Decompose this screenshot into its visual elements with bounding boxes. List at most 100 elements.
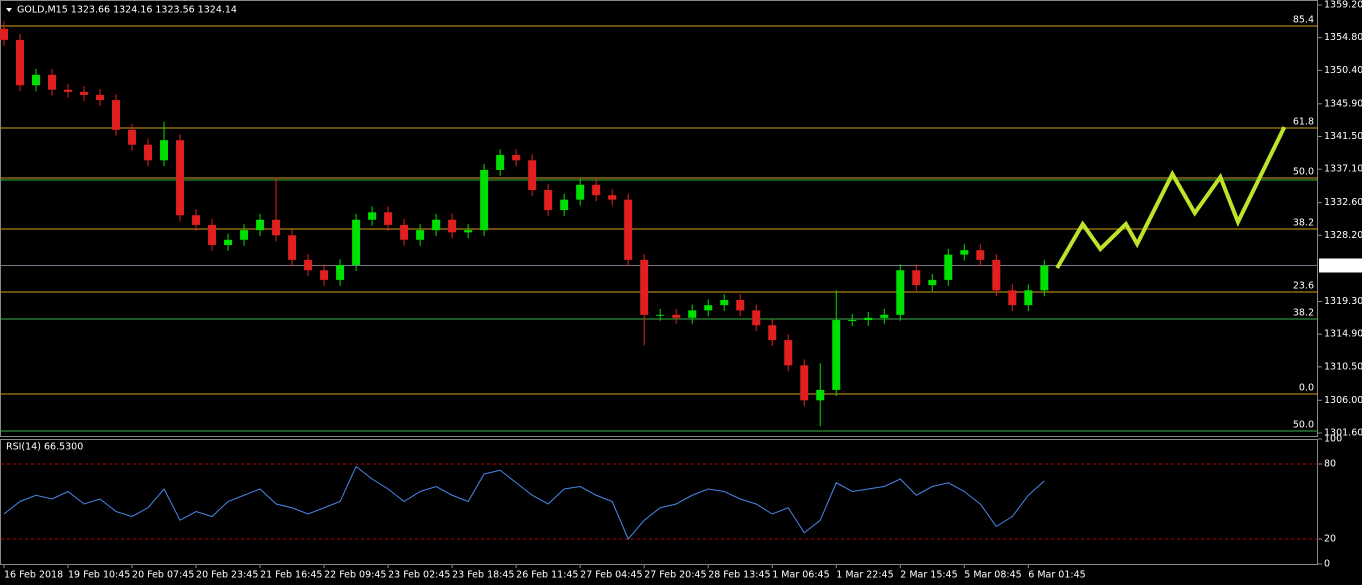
candle-body <box>992 259 1001 291</box>
candle-body <box>320 270 329 280</box>
candle-body <box>64 89 73 92</box>
x-tick-label: 26 Feb 11:45 <box>516 570 578 581</box>
candle-body <box>16 39 25 86</box>
projection-path <box>1055 126 1287 270</box>
fib-label: 0.0 <box>1299 383 1314 394</box>
candle-body <box>256 219 265 231</box>
x-tick-label: 23 Feb 02:45 <box>388 570 450 581</box>
rsi-title: RSI(14) 66.5300 <box>6 442 83 453</box>
candle-body <box>912 270 921 286</box>
candle-body <box>608 195 617 200</box>
candle-body <box>272 219 281 236</box>
y-tick-label: 1306.00 <box>1324 395 1362 406</box>
x-tick-label: 28 Feb 13:45 <box>708 570 770 581</box>
y-tick-label: 20 <box>1324 534 1336 545</box>
candle-body <box>640 259 649 315</box>
main-frame <box>0 0 1318 437</box>
x-tick-label: 2 Mar 15:45 <box>900 570 957 581</box>
candle-body <box>0 28 9 40</box>
candle-body <box>160 140 169 161</box>
candle-body <box>560 199 569 211</box>
x-tick-label: 19 Feb 10:45 <box>68 570 130 581</box>
y-tick-label: 1314.90 <box>1324 329 1362 340</box>
candle-body <box>592 184 601 196</box>
candle-body <box>208 224 217 245</box>
candle-body <box>96 94 105 101</box>
candle-body <box>192 215 201 225</box>
candle-body <box>656 314 665 316</box>
candle-body <box>528 160 537 191</box>
candle-body <box>112 100 121 130</box>
candle-body <box>928 279 937 286</box>
y-tick-label: 1328.20 <box>1324 230 1362 241</box>
candle-body <box>896 270 905 315</box>
y-tick-label: 1359.20 <box>1324 0 1362 10</box>
y-tick-label: 1350.40 <box>1324 65 1362 76</box>
x-tick-label: 21 Feb 16:45 <box>260 570 322 581</box>
candle-body <box>736 299 745 311</box>
candle-body <box>448 219 457 233</box>
fib-label: 85.4 <box>1293 15 1314 26</box>
y-tick-label: 100 <box>1324 434 1342 445</box>
candle-body <box>304 259 313 271</box>
candle-body <box>816 389 825 401</box>
candle-body <box>336 265 345 280</box>
candle-body <box>416 230 425 240</box>
y-tick-label: 1332.60 <box>1324 197 1362 208</box>
rsi-line <box>3 465 1045 540</box>
candle-body <box>704 305 713 311</box>
menu-arrow <box>6 8 12 12</box>
candle-body <box>352 219 361 266</box>
y-tick-label: 1310.50 <box>1324 361 1362 372</box>
candle-body <box>128 129 137 145</box>
candle-body <box>1040 265 1049 291</box>
y-tick-label: 1341.50 <box>1324 131 1362 142</box>
candle-body <box>48 74 57 90</box>
candle-body <box>176 140 185 216</box>
chart-title: GOLD,M15 1323.66 1324.16 1323.56 1324.14 <box>17 5 237 16</box>
candle-body <box>288 235 297 260</box>
candle-body <box>944 254 953 280</box>
candle-body <box>368 212 377 220</box>
candle-body <box>960 250 969 255</box>
candle-body <box>672 314 681 318</box>
y-tick-label: 1301.60 <box>1324 427 1362 438</box>
candle-body <box>720 299 729 306</box>
fib-label: 50.0 <box>1293 167 1314 178</box>
x-tick-label: 1 Mar 22:45 <box>836 570 893 581</box>
candle-body <box>768 325 777 341</box>
candle-body <box>576 184 585 200</box>
rsi-frame <box>0 439 1318 565</box>
x-tick-label: 22 Feb 09:45 <box>324 570 386 581</box>
candle-body <box>384 212 393 225</box>
candle-body <box>432 219 441 231</box>
candle-body <box>1024 290 1033 306</box>
candle-body <box>976 250 985 260</box>
candle-body <box>832 320 841 390</box>
candle-body <box>1008 290 1017 306</box>
y-tick-label: 1337.10 <box>1324 164 1362 175</box>
last-price-label: 1324.14 <box>1322 260 1361 271</box>
fib-label: 38.2 <box>1293 308 1314 319</box>
y-tick-label: 80 <box>1324 459 1336 470</box>
candle-body <box>848 320 857 322</box>
y-tick-label: 1354.80 <box>1324 32 1362 43</box>
fib-label: 23.6 <box>1293 281 1314 292</box>
candle-body <box>464 230 473 233</box>
x-tick-label: 6 Mar 01:45 <box>1028 570 1085 581</box>
candle-body <box>752 310 761 326</box>
fib-label: 38.2 <box>1293 218 1314 229</box>
candle-body <box>880 314 889 318</box>
x-tick-label: 1 Mar 06:45 <box>772 570 829 581</box>
x-tick-label: 5 Mar 08:45 <box>964 570 1021 581</box>
x-tick-label: 23 Feb 18:45 <box>452 570 514 581</box>
candle-body <box>624 199 633 260</box>
candle-body <box>864 317 873 321</box>
x-tick-label: 20 Feb 07:45 <box>132 570 194 581</box>
candle-body <box>688 310 697 318</box>
candle-body <box>544 190 553 211</box>
x-tick-label: 16 Feb 2018 <box>4 570 63 581</box>
candle-body <box>480 169 489 231</box>
candle-body <box>512 155 521 161</box>
